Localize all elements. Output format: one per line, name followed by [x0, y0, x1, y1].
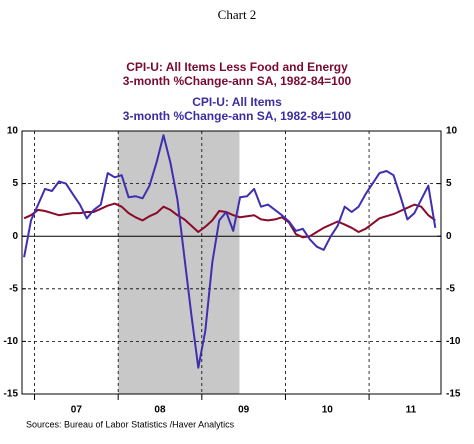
- legend-text: CPI-U: All Items: [192, 95, 282, 109]
- y-tick-label: -10: [4, 336, 19, 347]
- x-tick-label: 08: [154, 405, 166, 416]
- y-tick-label: -15: [4, 389, 19, 400]
- y2-tick-label: -10: [446, 336, 461, 347]
- y2-tick-label: -15: [446, 389, 461, 400]
- y2-tick-label: -5: [446, 283, 455, 294]
- y-tick-label: 0: [12, 231, 18, 242]
- x-tick-label: 09: [238, 405, 250, 416]
- y2-tick-label: 10: [446, 126, 458, 137]
- series-line: [23, 134, 437, 369]
- y-tick-label: 10: [7, 126, 19, 137]
- x-tick-label: 07: [71, 405, 83, 416]
- y-tick-label: 5: [12, 178, 18, 189]
- source-note: Sources: Bureau of Labor Statistics /Hav…: [26, 419, 235, 429]
- x-tick-label: 11: [406, 405, 417, 416]
- x-tick-label: 10: [322, 405, 334, 416]
- legend-text: 3-month %Change-ann SA, 1982-84=100: [123, 109, 352, 123]
- y-tick-label: -5: [9, 283, 18, 294]
- chart-title: Chart 2: [218, 7, 257, 22]
- legend-text: CPI-U: All Items Less Food and Energy: [126, 60, 348, 74]
- y2-tick-label: 0: [446, 231, 452, 242]
- legend-text: 3-month %Change-ann SA, 1982-84=100: [123, 74, 352, 88]
- recession-shading: [118, 131, 240, 394]
- y2-tick-label: 5: [446, 178, 452, 189]
- plot-frame: [21, 130, 442, 395]
